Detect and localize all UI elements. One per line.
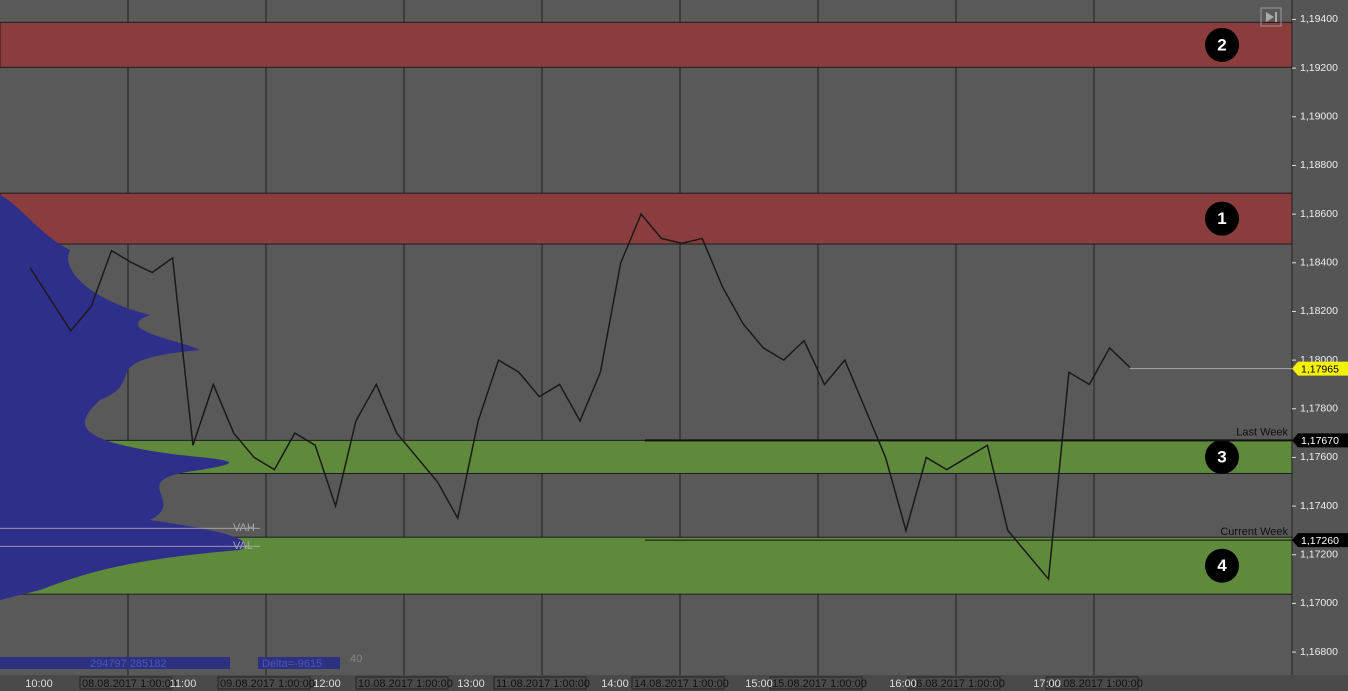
y-tick-label: 1,17600	[1300, 451, 1338, 463]
price-tag-label: 1,17670	[1301, 435, 1339, 447]
y-tick-label: 1,18200	[1300, 305, 1338, 317]
date-label: 15.08.2017 1:00:00	[772, 678, 867, 690]
date-label: 10.08.2017 1:00:00	[358, 678, 453, 690]
date-box	[769, 676, 863, 690]
x-tick-label: 13:00	[457, 678, 485, 690]
time-axis	[0, 675, 1348, 691]
date-label: 09.08.2017 1:00:00	[220, 678, 315, 690]
date-label: 08.08.2017 1:00:00	[82, 678, 177, 690]
price-tag	[1292, 433, 1348, 448]
price-tag-label: 1,17260	[1301, 535, 1339, 547]
date-label: 14.08.2017 1:00:00	[634, 678, 729, 690]
footer-bar	[258, 657, 340, 669]
y-tick-label: 1,19000	[1300, 111, 1338, 123]
y-tick-label: 1,18800	[1300, 159, 1338, 171]
date-label: 16.08.2017 1:00:00	[910, 678, 1005, 690]
date-label: 17.08.2017 1:00:00	[1048, 678, 1143, 690]
play-button[interactable]	[1260, 7, 1282, 27]
y-tick-label: 1,17800	[1300, 403, 1338, 415]
value-area-label: VAL	[233, 540, 253, 552]
zone-label: 2	[1217, 35, 1226, 54]
price-tag	[1292, 361, 1348, 376]
price-line	[29, 212, 1131, 581]
zone	[0, 21, 1293, 68]
zone	[0, 439, 1293, 474]
date-box	[493, 676, 587, 690]
zone-badge	[1205, 548, 1239, 583]
footer-delta: Delta=-9615	[262, 658, 322, 670]
y-tick-label: 1,17000	[1300, 597, 1338, 609]
footer-bar	[0, 657, 230, 669]
date-box	[631, 676, 725, 690]
level-name: Last Week	[1236, 426, 1288, 438]
footer-volumes: 294797 285182	[90, 658, 166, 670]
y-tick-label: 1,16800	[1300, 646, 1338, 658]
footer-count: 40	[350, 653, 362, 665]
zone-badge	[1205, 27, 1239, 62]
y-tick-label: 1,17400	[1300, 500, 1338, 512]
zone-badge	[1205, 201, 1239, 236]
zone-badge	[1205, 439, 1239, 474]
zone-label: 3	[1217, 447, 1226, 466]
x-tick-label: 17:00	[1033, 678, 1061, 690]
zone-label: 1	[1217, 209, 1226, 228]
price-tag	[1292, 533, 1348, 548]
x-tick-label: 16:00	[889, 678, 917, 690]
price-axis	[1292, 0, 1348, 691]
date-box	[79, 676, 173, 690]
level-name: Current Week	[1220, 526, 1288, 538]
value-area-label: VAH	[233, 522, 255, 534]
y-tick-label: 1,18600	[1300, 208, 1338, 220]
zone-label: 4	[1217, 556, 1227, 575]
x-tick-label: 12:00	[313, 678, 341, 690]
x-tick-label: 15:00	[745, 678, 773, 690]
date-label: 11.08.2017 1:00:00	[496, 678, 590, 690]
play-icon[interactable]	[1266, 12, 1277, 22]
date-box	[217, 676, 311, 690]
y-tick-label: 1,18400	[1300, 257, 1338, 269]
volume-profile	[0, 195, 246, 600]
y-tick-label: 1,17200	[1300, 549, 1338, 561]
date-box	[355, 676, 449, 690]
zone	[0, 192, 1293, 245]
x-tick-label: 11:00	[170, 678, 197, 690]
price-tag-label: 1,17965	[1301, 363, 1339, 375]
y-tick-label: 1,19400	[1300, 13, 1338, 25]
y-tick-label: 1,19200	[1300, 62, 1338, 74]
x-tick-label: 10:00	[25, 678, 53, 690]
date-box	[907, 676, 1001, 690]
date-box	[1045, 676, 1139, 690]
x-tick-label: 14:00	[601, 678, 629, 690]
